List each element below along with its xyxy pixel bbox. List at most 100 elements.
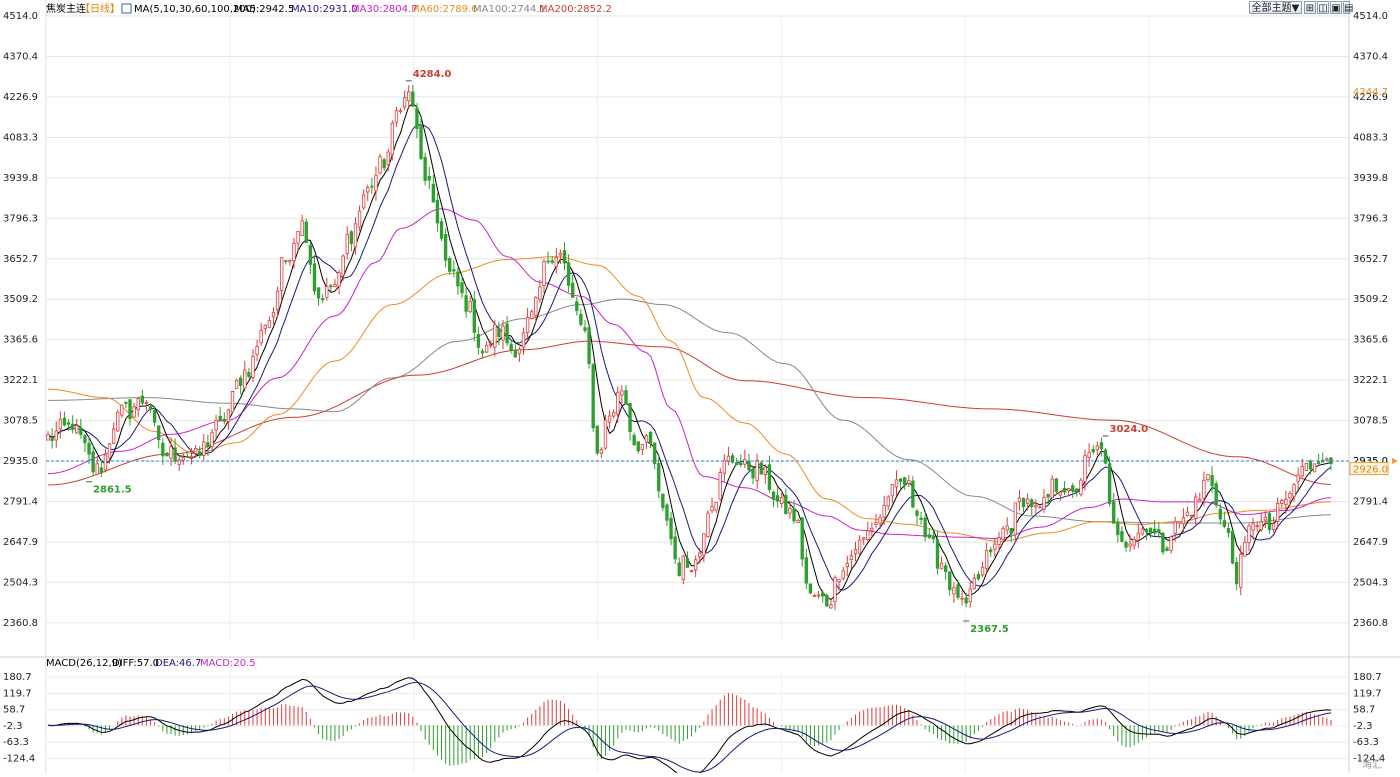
y-tick-label-right: 3078.5: [1353, 416, 1388, 427]
candle-body: [83, 434, 87, 444]
macd-tick-label-right: -124.4: [1353, 754, 1385, 765]
candle-body: [1247, 525, 1251, 543]
candle-body: [1316, 461, 1321, 464]
y-tick-label-right: 3365.6: [1353, 335, 1388, 346]
candle-body: [984, 550, 989, 569]
candle-body: [853, 548, 858, 555]
layout-icon-3[interactable]: ▣: [1330, 1, 1342, 14]
candle-body: [1132, 538, 1136, 546]
candle-body: [1017, 497, 1022, 503]
candle-body: [1107, 463, 1112, 504]
candle-body: [1177, 521, 1181, 524]
y-tick-label-right: 2360.8: [1353, 618, 1388, 629]
candle-body: [530, 311, 534, 320]
candle-body: [939, 562, 944, 570]
candle-body: [599, 449, 604, 454]
candle-body: [1300, 466, 1304, 477]
candle-body: [288, 260, 292, 263]
legend-expand-icon[interactable]: [121, 3, 132, 14]
candle-body: [259, 329, 263, 344]
candle-body: [54, 430, 58, 441]
candle-body: [357, 210, 362, 228]
candle-body: [284, 260, 288, 262]
current-price-label: 2935.0: [1353, 456, 1388, 467]
candle-body: [124, 402, 128, 404]
layout-icon-2[interactable]: ◫: [1317, 1, 1329, 14]
y-tick-label-left: 3652.7: [3, 254, 38, 265]
candle-body: [1275, 502, 1280, 522]
legend-ma60: MA60:2789.6: [411, 4, 478, 15]
candle-body: [370, 185, 374, 188]
candle-body: [1079, 479, 1083, 495]
candle-body: [316, 287, 321, 299]
candle-body: [271, 311, 276, 318]
candle-body: [46, 434, 50, 441]
candle-body: [800, 517, 804, 560]
candle-body: [464, 295, 468, 312]
candle-body: [878, 517, 882, 524]
candle-body: [427, 175, 431, 181]
y-tick-label-right: 2504.3: [1353, 577, 1388, 588]
layout-icon-1[interactable]: ⊞: [1304, 1, 1316, 14]
candle-body: [329, 285, 333, 288]
candle-body: [431, 183, 436, 203]
candle-body: [1071, 485, 1075, 491]
y-tick-label-left: 2935.0: [3, 456, 38, 467]
candle-body: [1202, 480, 1206, 499]
candle-body: [538, 286, 542, 300]
layout-icon-4[interactable]: ▤: [1343, 1, 1354, 14]
candle-body: [185, 455, 190, 458]
y-tick-label-right: 3939.8: [1353, 173, 1388, 184]
candle-body: [1206, 474, 1210, 480]
macd-tick-label-left: 119.7: [3, 688, 32, 699]
candle-body: [788, 507, 792, 514]
candle-body: [989, 549, 993, 553]
theme-dropdown[interactable]: 全部主题▼: [1249, 1, 1302, 14]
candle-body: [767, 464, 772, 490]
candle-body: [923, 517, 927, 538]
left-low-annotation: 2861.5: [93, 485, 132, 496]
candle-body: [849, 555, 854, 560]
candle-body: [202, 441, 206, 456]
candle-body: [603, 419, 608, 449]
candle-body: [132, 406, 136, 418]
candle-body: [1058, 491, 1063, 496]
candle-body: [312, 263, 317, 292]
candle-body: [952, 587, 956, 595]
candle-body: [345, 234, 349, 254]
ma5-line: [47, 102, 1332, 601]
candle-body: [1226, 528, 1231, 534]
candle-body: [657, 463, 661, 492]
candle-body: [1021, 498, 1026, 508]
candle-body: [243, 369, 247, 389]
candle-body: [1243, 542, 1247, 557]
candle-body: [1255, 525, 1259, 528]
watermark: 海汇: [1362, 760, 1382, 771]
candle-body: [1124, 541, 1128, 548]
candle-body: [640, 444, 645, 450]
candle-body: [542, 261, 546, 287]
legend-symbol: 焦炭主连: [46, 2, 86, 15]
macd-tick-label-left: -2.3: [3, 721, 23, 732]
candle-body: [771, 491, 776, 500]
candle-body: [993, 543, 997, 550]
candle-body: [796, 520, 800, 524]
candle-body: [116, 411, 120, 432]
candle-body: [505, 323, 509, 344]
macd-tick-label-right: -2.3: [1353, 721, 1373, 732]
candle-body: [558, 253, 563, 256]
candle-body: [734, 462, 739, 466]
candle-body: [1218, 508, 1222, 520]
candle-body: [472, 299, 476, 333]
candle-body: [214, 419, 218, 431]
candle-body: [882, 504, 886, 518]
candle-body: [1222, 520, 1227, 527]
candle-body: [193, 448, 198, 454]
candle-body: [648, 431, 653, 445]
candle-body: [390, 122, 395, 155]
legend-ma-params: MA(5,10,30,60,100,200): [134, 4, 256, 15]
candle-body: [632, 434, 636, 446]
candle-body: [99, 467, 104, 474]
